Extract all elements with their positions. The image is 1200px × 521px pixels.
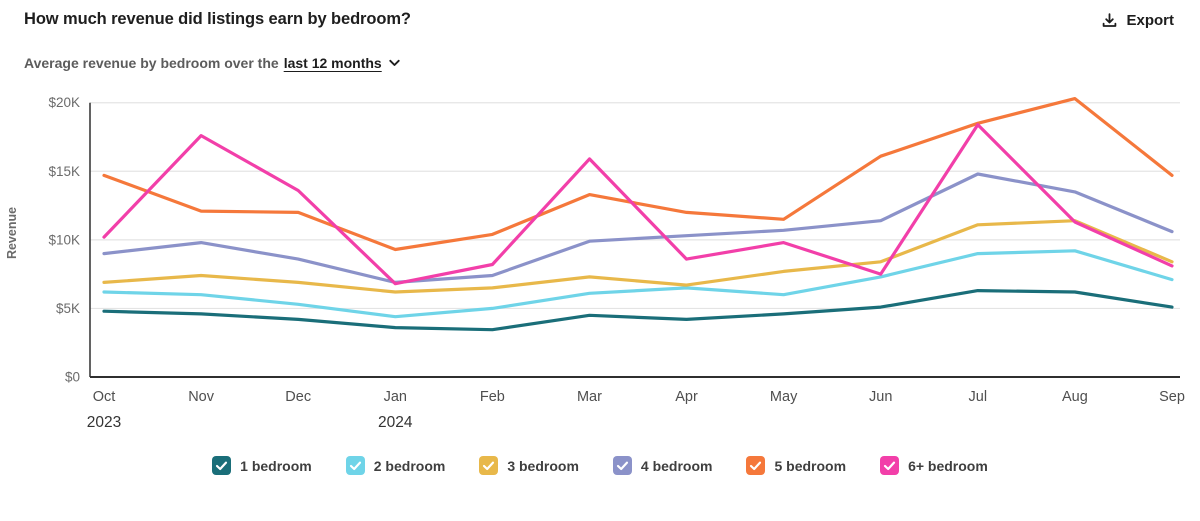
series-line-2-bedroom [102,249,1174,319]
x-tick-label: Jun [869,389,892,405]
y-tick-label: $0 [65,370,80,385]
y-tick-label: $15K [48,164,80,179]
widget-header: How much revenue did listings earn by be… [0,0,1200,31]
x-tick-label: Nov [188,389,215,405]
legend: 1 bedroom 2 bedroom 3 bedroom 4 bedroom 5 be… [0,456,1200,475]
checkbox-checked-icon [880,456,900,475]
checkbox-checked-icon [212,456,232,475]
chart-canvas: $0 $5K $10K $15K $20K Revenue Oct Nov Dec Jan Feb M… [5,95,1185,431]
x-tick-label: Aug [1062,389,1088,405]
legend-item-4-bedroom[interactable]: 4 bedroom [612,456,713,475]
legend-item-6-bedroom[interactable]: 6+ bedroom [880,456,988,475]
legend-item-3-bedroom[interactable]: 3 bedroom [479,456,579,475]
series-line-4-bedroom [102,172,1174,284]
legend-label: 3 bedroom [507,457,579,474]
export-label: Export [1126,12,1174,29]
legend-label: 4 bedroom [640,457,713,474]
x-tick-label: May [770,389,798,405]
x-tick-label: Apr [675,389,698,405]
year-label: 2023 [87,414,121,431]
export-button[interactable]: Export [1101,10,1174,31]
x-tick-label: Feb [480,389,505,405]
x-tick-label: Mar [577,389,602,405]
legend-label: 2 bedroom [373,457,446,474]
revenue-chart: $0 $5K $10K $15K $20K Revenue Oct Nov Dec Jan Feb M… [0,77,1200,444]
export-icon [1101,12,1118,29]
y-tick-label: $20K [48,95,80,110]
date-range-dropdown[interactable]: last 12 months [284,55,400,71]
legend-item-5-bedroom[interactable]: 5 bedroom [746,456,846,475]
series-line-6-bedroom [102,123,1174,286]
checkbox-checked-icon [746,456,766,475]
x-tick-label: Jul [969,389,988,405]
checkbox-checked-icon [479,456,499,475]
series-line-3-bedroom [102,219,1174,294]
chevron-down-icon [389,59,400,67]
series-line-1-bedroom [102,289,1174,332]
legend-label: 6+ bedroom [908,457,988,474]
page-title: How much revenue did listings earn by be… [24,10,411,28]
series-line-5-bedroom [102,97,1174,252]
checkbox-checked-icon [612,456,632,475]
legend-label: 1 bedroom [240,457,312,474]
x-tick-label: Dec [285,389,311,405]
x-tick-label: Sep [1159,389,1185,405]
date-range-label: last 12 months [283,55,382,71]
legend-label: 5 bedroom [774,457,847,474]
chart-subtitle: Average revenue by bedroom over the last… [0,31,1200,71]
y-tick-label: $5K [56,301,80,316]
y-axis-label: Revenue [5,207,19,259]
legend-item-2-bedroom[interactable]: 2 bedroom [345,456,446,475]
x-tick-label: Jan [384,389,407,405]
checkbox-checked-icon [345,456,365,475]
x-tick-label: Oct [93,389,116,405]
year-label: 2024 [378,414,413,431]
legend-item-1-bedroom[interactable]: 1 bedroom [212,456,312,475]
y-tick-label: $10K [48,232,80,247]
subtitle-text: Average revenue by bedroom over the [24,55,279,71]
